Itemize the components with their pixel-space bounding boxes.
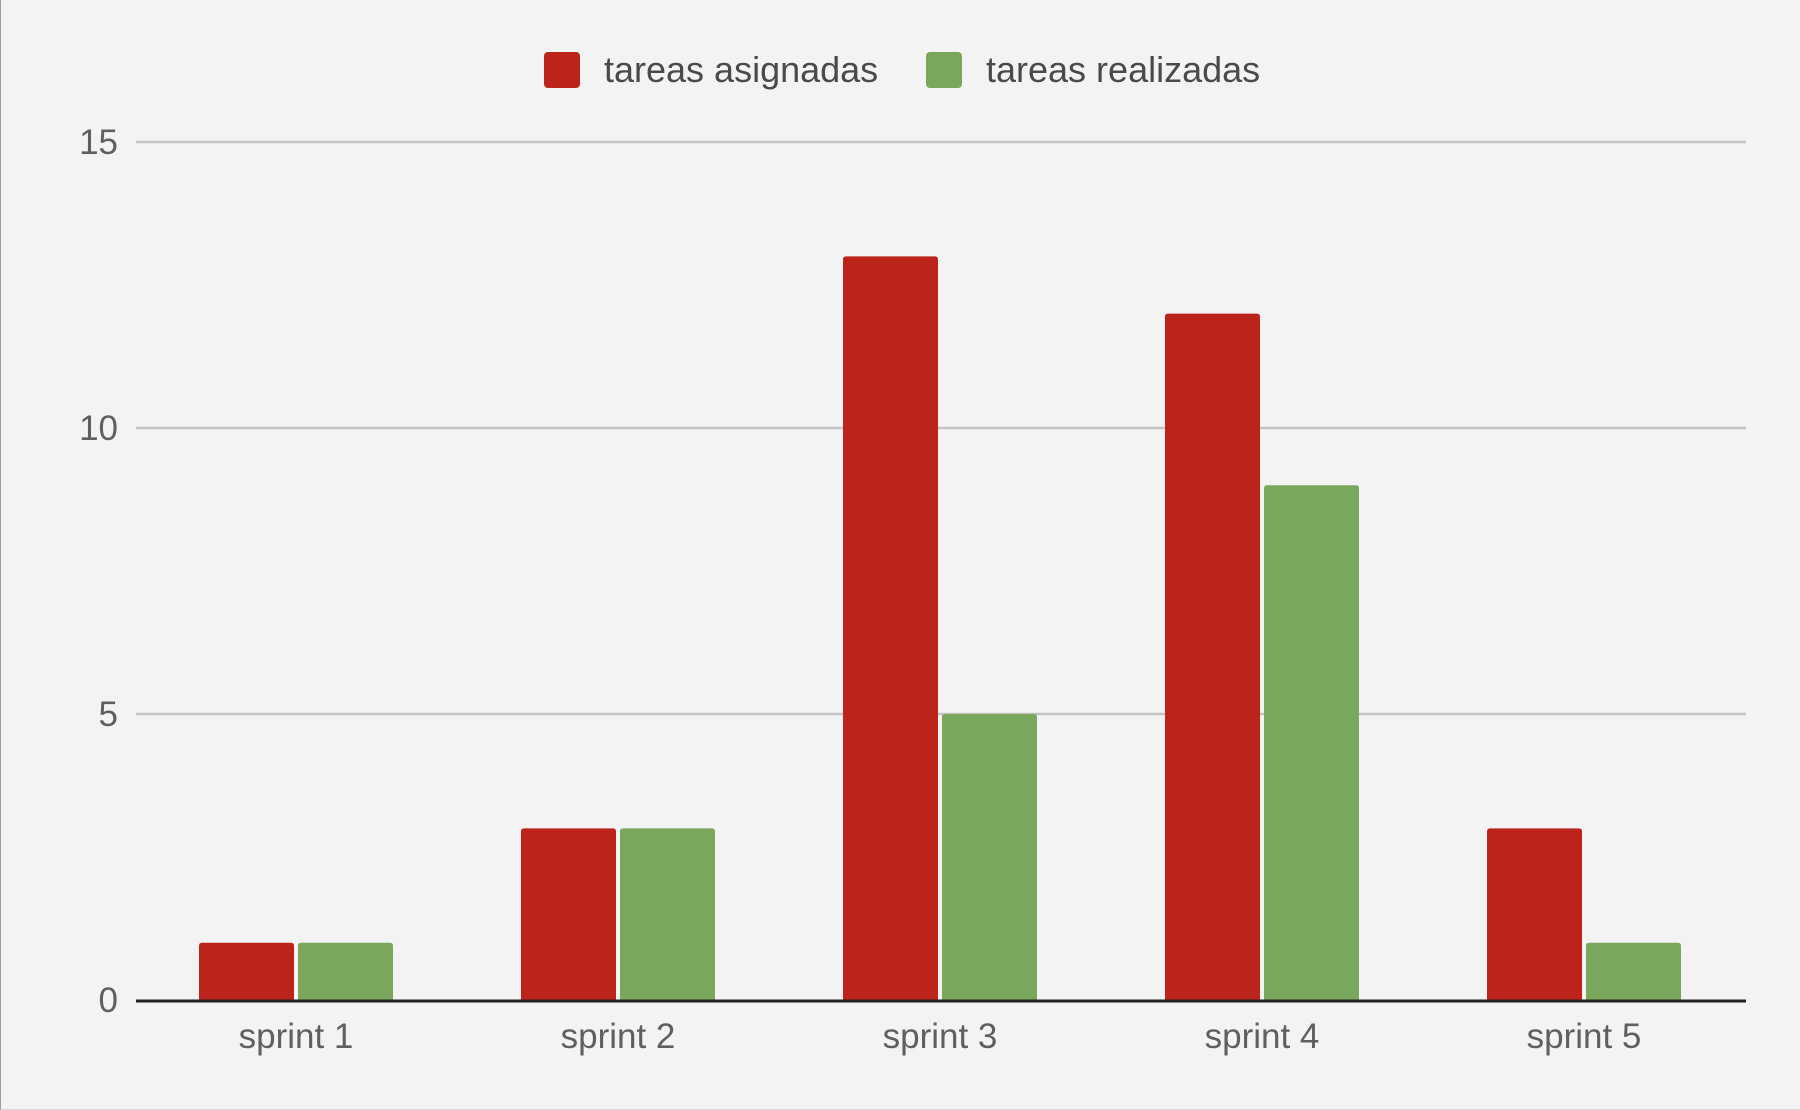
x-tick-label: sprint 3: [883, 1017, 998, 1056]
y-tick-label: 10: [79, 409, 118, 448]
bar-tareas-realizadas-sprint-2: [620, 828, 715, 1000]
bar-tareas-realizadas-sprint-1: [298, 942, 393, 1000]
bar-tareas-asignadas-sprint-2: [521, 828, 616, 1000]
bars: [199, 256, 1681, 1001]
axes: 0 5 10 15 sprint 1 sprint 2 sprint 3 sprint 4 sp…: [79, 123, 1746, 1056]
y-tick-label: 15: [79, 123, 118, 162]
x-tick-label: sprint 4: [1205, 1017, 1320, 1056]
bar-tareas-realizadas-sprint-4: [1264, 485, 1359, 1000]
legend: tareas asignadas tareas realizadas: [544, 49, 1260, 90]
legend-label: tareas realizadas: [986, 49, 1260, 90]
bar-tareas-asignadas-sprint-5: [1487, 828, 1582, 1000]
bar-tareas-asignadas-sprint-3: [843, 256, 938, 1000]
bar-tareas-realizadas-sprint-3: [942, 714, 1037, 1000]
x-tick-label: sprint 2: [561, 1017, 676, 1056]
x-tick-label: sprint 5: [1527, 1017, 1642, 1056]
bar-tareas-realizadas-sprint-5: [1586, 942, 1681, 1000]
y-tick-label: 0: [99, 981, 118, 1020]
y-tick-label: 5: [99, 695, 118, 734]
legend-swatch: [544, 52, 580, 88]
gridlines: [136, 140, 1746, 716]
legend-label: tareas asignadas: [604, 49, 878, 90]
legend-swatch: [926, 52, 962, 88]
bar-tareas-asignadas-sprint-1: [199, 942, 294, 1000]
x-tick-label: sprint 1: [239, 1017, 354, 1056]
bar-tareas-asignadas-sprint-4: [1165, 313, 1260, 1001]
